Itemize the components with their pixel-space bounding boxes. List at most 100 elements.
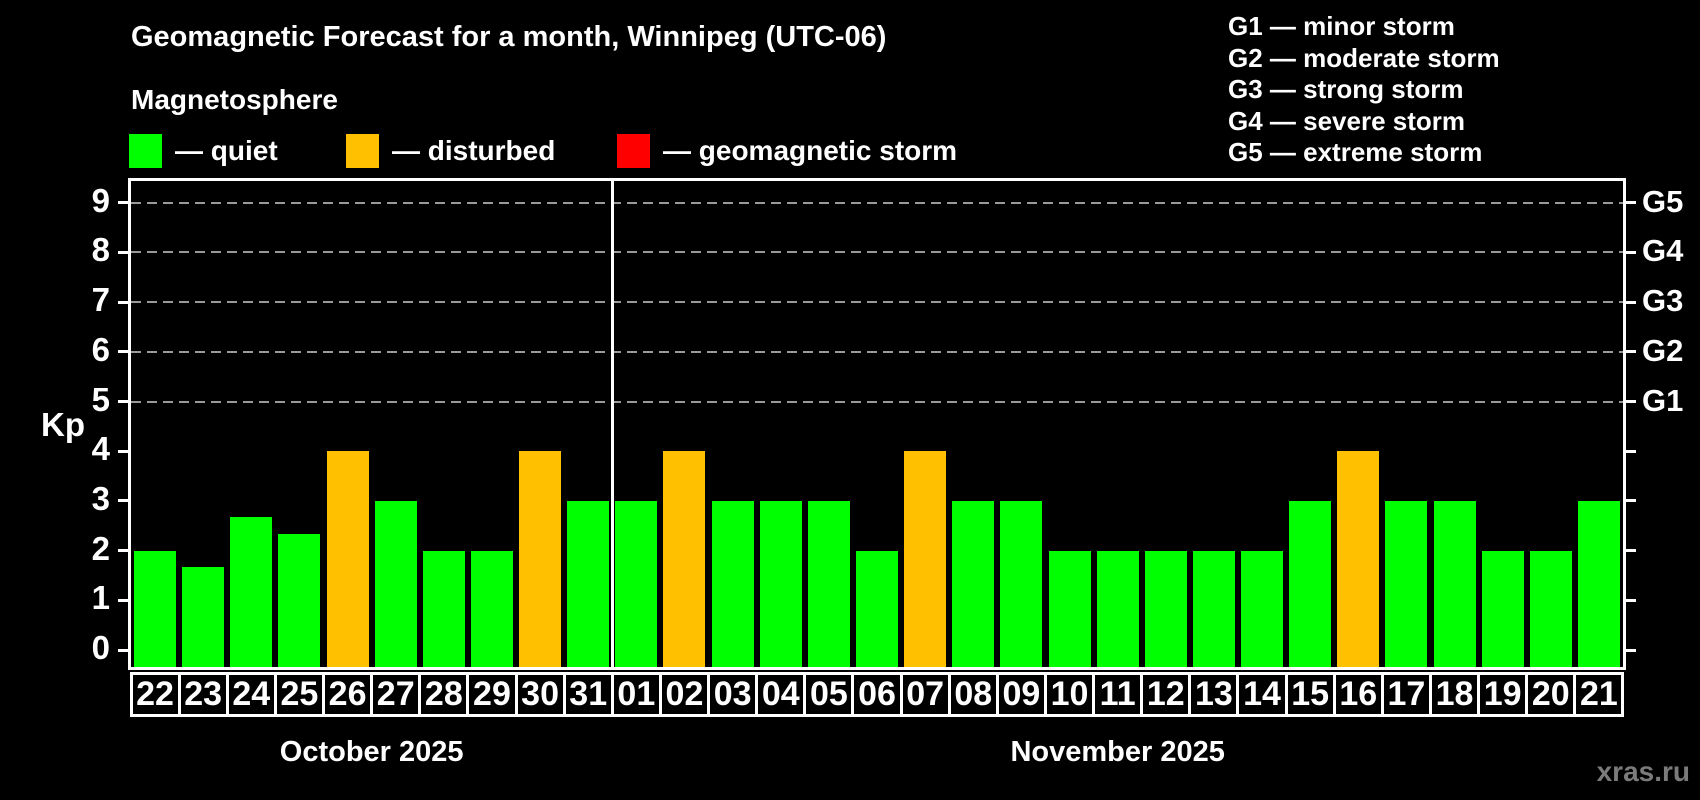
right-axis-g-label: G2: [1642, 332, 1684, 368]
kp-bar: [134, 550, 177, 667]
day-label: 06: [851, 672, 903, 717]
day-label: 05: [803, 672, 855, 717]
right-axis-g-label: G5: [1642, 183, 1684, 219]
legend-item-quiet: — quiet: [129, 134, 278, 168]
day-label: 07: [899, 672, 951, 717]
kp-bar: [1241, 550, 1284, 667]
y-axis-tick-label: 7: [91, 281, 110, 319]
gridline: [131, 251, 1623, 254]
day-label: 13: [1188, 672, 1240, 717]
day-label: 16: [1332, 672, 1384, 717]
right-axis-tick: [1623, 449, 1636, 453]
day-label: 26: [322, 672, 374, 717]
y-axis-tick: [118, 350, 131, 354]
y-axis-tick: [118, 549, 131, 553]
month-label-october: October 2025: [279, 736, 464, 768]
y-axis-tick: [118, 648, 131, 652]
storm-scale-item-g3: G3 — strong storm: [1228, 74, 1464, 105]
day-label: 11: [1092, 672, 1144, 717]
month-label-november: November 2025: [1010, 736, 1225, 768]
day-label: 27: [370, 672, 422, 717]
y-axis-tick-label: 4: [91, 430, 110, 468]
y-axis-tick-label: 5: [91, 380, 110, 418]
storm-scale-legend: G1 — minor storm G2 — moderate storm G3 …: [1228, 11, 1500, 169]
day-label: 17: [1380, 672, 1432, 717]
kp-bar: [856, 550, 898, 667]
right-axis-tick: [1623, 250, 1636, 254]
day-label: 04: [755, 672, 807, 717]
right-axis-tick: [1623, 499, 1636, 503]
right-axis-g-label: G3: [1642, 283, 1684, 319]
right-axis-tick: [1623, 648, 1636, 652]
day-label: 09: [995, 672, 1047, 717]
legend-item-disturbed: — disturbed: [346, 134, 555, 168]
y-axis-tick: [118, 201, 131, 205]
disturbed-swatch-icon: [346, 134, 379, 168]
legend-item-label: — disturbed: [392, 135, 556, 166]
day-label: 02: [658, 672, 711, 717]
kp-bar: [567, 500, 610, 667]
y-axis-tick-label: 0: [91, 629, 110, 666]
kp-bar: [1144, 550, 1187, 667]
legend-item-label: — quiet: [175, 135, 278, 166]
kp-bar: [1481, 550, 1524, 667]
day-label: 01: [610, 672, 662, 717]
day-label: 30: [514, 672, 566, 717]
kp-bar: [1000, 500, 1043, 667]
kp-bar: [519, 451, 562, 667]
day-label: 31: [562, 672, 614, 717]
storm-scale-item-g2: G2 — moderate storm: [1228, 42, 1500, 73]
y-axis-tick: [118, 400, 131, 403]
day-label: 22: [129, 672, 181, 717]
y-axis-tick: [118, 300, 131, 304]
kp-bar: [1289, 500, 1332, 667]
day-label: 25: [273, 672, 325, 717]
day-label: 12: [1140, 672, 1192, 717]
y-axis-tick-label: 6: [91, 330, 110, 368]
y-axis-tick-label: 1: [91, 579, 110, 617]
y-axis-tick: [118, 598, 131, 602]
kp-bar: [1192, 550, 1235, 667]
day-label: 29: [466, 672, 518, 717]
quiet-swatch-icon: [129, 134, 162, 168]
right-axis-tick: [1623, 549, 1636, 553]
kp-bar: [182, 567, 225, 667]
y-axis-tick-label: 3: [91, 479, 110, 517]
right-axis-tick: [1623, 598, 1636, 602]
y-axis-title: Kp: [41, 406, 85, 443]
magnetosphere-label: Magnetosphere: [131, 84, 338, 115]
day-label: 18: [1428, 672, 1481, 717]
kp-bar: [952, 500, 995, 667]
gridline: [131, 301, 1623, 304]
right-axis-g-label: G1: [1642, 382, 1684, 418]
day-label: 03: [707, 672, 759, 717]
kp-bar: [470, 550, 513, 667]
kp-bar: [1433, 500, 1476, 667]
kp-bar: [663, 451, 706, 667]
kp-bar: [759, 500, 802, 667]
day-label: 21: [1573, 672, 1625, 717]
day-label: 14: [1236, 672, 1288, 717]
kp-bar: [278, 534, 321, 667]
kp-bar: [1529, 550, 1572, 667]
right-axis-tick: [1623, 300, 1636, 304]
gridline: [131, 400, 1623, 403]
kp-bar: [904, 451, 947, 667]
y-axis-tick: [118, 250, 131, 254]
storm-swatch-icon: [617, 134, 650, 168]
kp-bar: [1048, 550, 1091, 667]
day-label: 23: [177, 672, 229, 717]
storm-scale-item-g5: G5 — extreme storm: [1228, 137, 1483, 168]
kp-bar: [230, 517, 273, 667]
kp-bar: [422, 550, 465, 667]
day-label: 20: [1525, 672, 1577, 717]
right-axis-tick: [1623, 400, 1636, 403]
storm-scale-item-g1: G1 — minor storm: [1228, 11, 1455, 41]
day-label: 15: [1284, 672, 1336, 717]
kp-bar: [1385, 500, 1428, 667]
kp-bar: [615, 500, 658, 667]
right-axis-g-label: G4: [1642, 233, 1684, 269]
kp-bar: [1577, 500, 1620, 667]
right-axis-tick: [1623, 350, 1636, 354]
y-axis-tick: [118, 449, 131, 453]
